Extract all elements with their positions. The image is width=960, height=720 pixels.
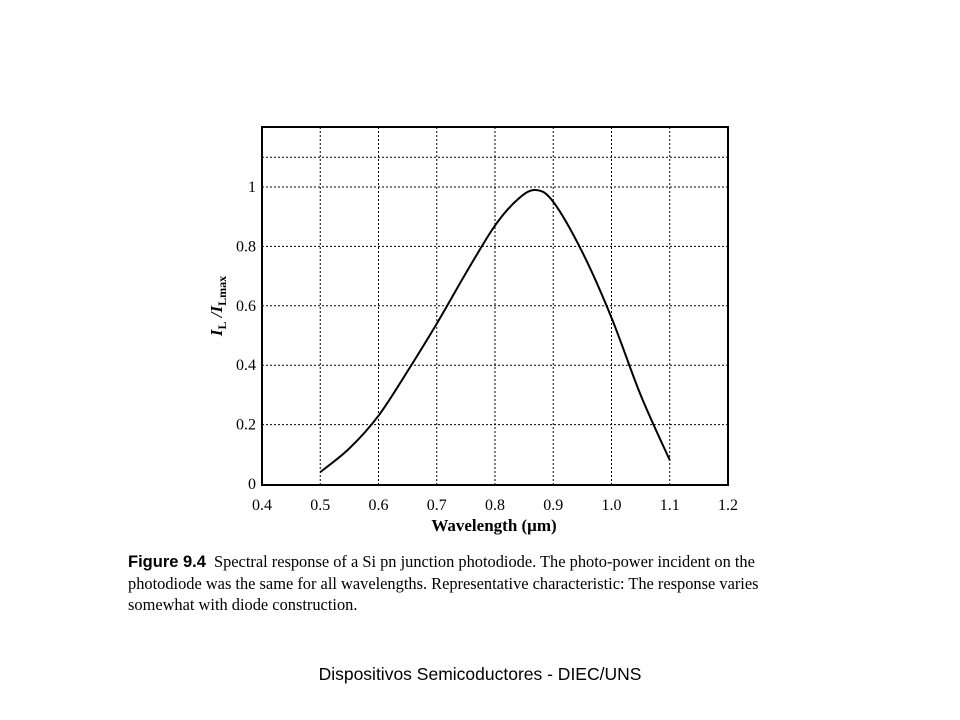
y-axis-title-main-sub: L [215, 321, 229, 329]
x-tick-label: 0.6 [369, 497, 389, 514]
x-tick-label: 0.8 [485, 497, 505, 514]
caption-label: Figure 9.4 [128, 553, 206, 571]
x-tick-label: 1.0 [602, 497, 622, 514]
caption-line-1: Spectral response of a Si pn junction ph… [213, 552, 755, 571]
y-tick-labels: 0 0.2 0.4 0.6 0.8 1 [236, 179, 256, 493]
x-tick-label: 0.4 [252, 497, 272, 514]
y-tick-label: 0.2 [236, 417, 256, 434]
y-tick-label: 0.8 [236, 238, 256, 255]
y-tick-label: 0 [248, 476, 256, 493]
y-axis-title: IL /ILmax [207, 276, 229, 337]
caption-line-2: photodiode was the same for all waveleng… [128, 574, 759, 593]
x-tick-label: 0.5 [310, 497, 330, 514]
y-axis-title-sep: /I [207, 305, 226, 322]
x-tick-label: 0.9 [543, 497, 563, 514]
y-tick-label: 0.4 [236, 357, 256, 374]
y-tick-label: 1 [248, 179, 256, 196]
x-tick-label: 1.2 [718, 497, 738, 514]
y-tick-label: 0.6 [236, 298, 256, 315]
x-tick-label: 1.1 [660, 497, 680, 514]
y-axis-title-den-sub: Lmax [215, 276, 229, 306]
figure-caption: Figure 9.4 Spectral response of a Si pn j… [128, 551, 818, 615]
footer-text: Dispositivos Semicoductores - DIEC/UNS [318, 664, 642, 684]
x-axis-title: Wavelength (μm) [431, 516, 556, 535]
chart-grid [262, 127, 728, 485]
plot-frame [261, 126, 729, 486]
caption-line-3: somewhat with diode construction. [128, 595, 358, 614]
x-tick-label: 0.7 [427, 497, 447, 514]
y-axis-title-main: I [207, 328, 226, 337]
x-tick-labels: 0.4 0.5 0.6 0.7 0.8 0.9 1.0 1.1 1.2 [252, 497, 738, 514]
response-curve [319, 188, 671, 473]
